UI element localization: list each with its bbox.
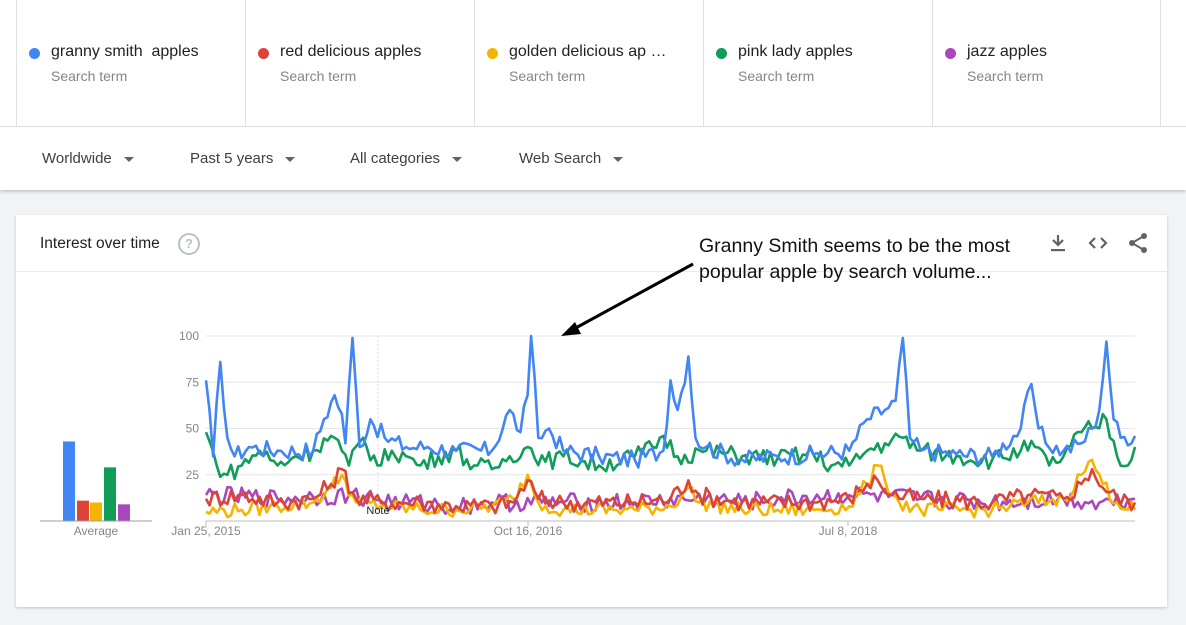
y-tick-label: 100	[179, 329, 199, 343]
term-card-pink-lady[interactable]: pink lady apples Search term	[703, 0, 932, 126]
dropdown-arrow-icon	[613, 156, 624, 162]
region-label: Worldwide	[42, 150, 112, 167]
series-color-dot	[716, 48, 727, 59]
card-header: Interest over time ?	[16, 215, 1167, 272]
category-label: All categories	[350, 150, 441, 167]
term-card-jazz[interactable]: jazz apples Search term	[932, 0, 1161, 126]
interest-over-time-card: Interest over time ?	[16, 215, 1167, 607]
average-bar	[90, 502, 102, 521]
average-label: Average	[74, 524, 119, 538]
average-bar	[104, 467, 116, 521]
term-type-label: Search term	[509, 68, 586, 84]
search-property-dropdown[interactable]: Web Search	[519, 150, 624, 167]
term-type-label: Search term	[280, 68, 357, 84]
term-card-red-delicious[interactable]: red delicious apples Search term	[245, 0, 474, 126]
term-name: granny smith apples	[51, 43, 199, 60]
average-bar	[77, 500, 89, 521]
series-line	[205, 458, 1137, 519]
card-title: Interest over time	[40, 235, 160, 252]
term-type-label: Search term	[967, 68, 1044, 84]
y-tick-label: 75	[186, 375, 200, 389]
dropdown-arrow-icon	[452, 156, 463, 162]
series-color-dot	[487, 48, 498, 59]
series-color-dot	[29, 48, 40, 59]
embed-code-icon[interactable]	[1086, 231, 1110, 255]
y-tick-label: 25	[186, 468, 200, 482]
term-name: red delicious apples	[280, 43, 422, 60]
filter-bar: Worldwide Past 5 years All categories We…	[0, 127, 1186, 190]
annotation-text: Granny Smith seems to be the most popula…	[699, 233, 1010, 285]
y-tick-label: 50	[186, 422, 200, 436]
annotation-line-1: Granny Smith seems to be the most	[699, 235, 1011, 257]
term-name: golden delicious ap …	[509, 43, 667, 60]
average-bar	[118, 504, 130, 521]
download-icon[interactable]	[1046, 231, 1070, 255]
series-line	[204, 466, 1137, 515]
series-color-dot	[258, 48, 269, 59]
term-type-label: Search term	[738, 68, 815, 84]
term-type-label: Search term	[51, 68, 128, 84]
dropdown-arrow-icon	[123, 156, 134, 162]
term-card-golden-delicious[interactable]: golden delicious ap … Search term	[474, 0, 703, 126]
x-tick-label: Oct 16, 2016	[494, 524, 563, 538]
annotation-arrow	[571, 262, 694, 332]
x-tick-label: Jul 8, 2018	[819, 524, 878, 538]
share-icon[interactable]	[1126, 231, 1150, 255]
annotation-line-2: popular apple by search volume...	[699, 261, 992, 283]
search-terms-bar: granny smith apples Search term red deli…	[0, 0, 1186, 127]
dropdown-arrow-icon	[285, 156, 296, 162]
category-dropdown[interactable]: All categories	[350, 150, 463, 167]
time-range-label: Past 5 years	[190, 150, 274, 167]
term-name: pink lady apples	[738, 43, 853, 60]
help-icon[interactable]: ?	[178, 233, 200, 255]
search-property-label: Web Search	[519, 150, 602, 167]
series-line	[204, 334, 1137, 469]
note-label: Note	[366, 505, 389, 517]
term-card-granny-smith[interactable]: granny smith apples Search term	[16, 0, 245, 126]
x-tick-label: Jan 25, 2015	[171, 524, 241, 538]
term-name: jazz apples	[967, 43, 1048, 60]
annotation-arrow-head	[561, 322, 581, 336]
time-range-dropdown[interactable]: Past 5 years	[190, 150, 296, 167]
average-bar	[63, 441, 75, 521]
region-dropdown[interactable]: Worldwide	[42, 150, 134, 167]
series-line	[204, 412, 1137, 481]
series-color-dot	[945, 48, 956, 59]
